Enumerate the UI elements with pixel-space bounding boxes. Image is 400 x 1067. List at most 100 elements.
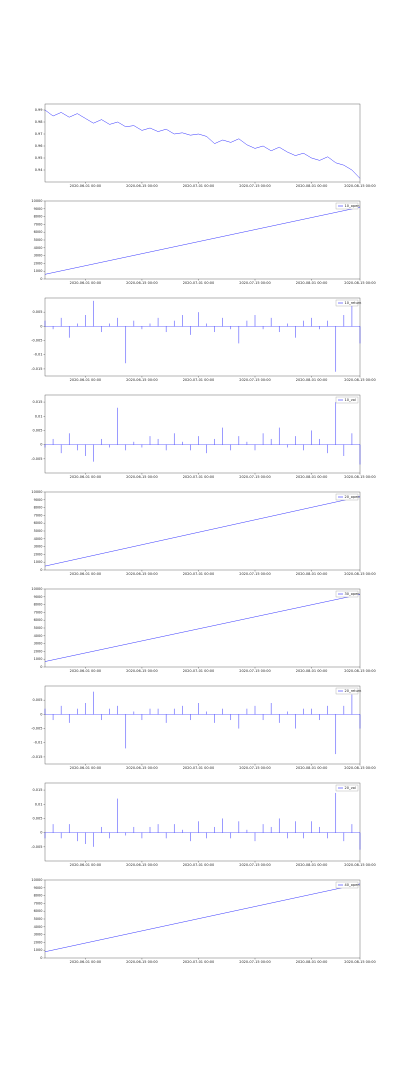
line — [44, 207, 361, 275]
y-tick-label: 1000 — [34, 269, 43, 273]
x-tick-label: 2020-06-15 00:00 — [126, 281, 158, 285]
y-tick-label: 0.98 — [35, 120, 43, 124]
x-tick-label: 2020-08-15 00:00 — [344, 863, 376, 867]
y-tick-label: 3000 — [34, 642, 43, 646]
x-tick-label: 2020-08-01 00:00 — [296, 572, 328, 576]
x-tick-label: 2020-07-15 00:00 — [239, 281, 271, 285]
y-tick-label: 1000 — [34, 560, 43, 564]
legend-label: 20_return — [345, 689, 362, 693]
y-tick-label: 6000 — [34, 521, 43, 525]
x-tick-label: 2020-08-15 00:00 — [344, 572, 376, 576]
y-tick-label: 0 — [40, 324, 42, 328]
x-tick-label: 2020-08-01 00:00 — [296, 281, 328, 285]
x-tick-label: 2020-07-01 00:00 — [183, 669, 215, 673]
plot-frame — [44, 297, 361, 377]
y-tick-label: 3000 — [34, 933, 43, 937]
line — [44, 594, 361, 662]
x-tick-label: 2020-08-01 00:00 — [296, 184, 328, 188]
x-tick-label: 2020-07-15 00:00 — [239, 184, 271, 188]
plot-frame — [44, 879, 361, 959]
plot-frame — [44, 394, 361, 474]
legend-label: 20_open — [345, 495, 360, 499]
plot-frame — [44, 200, 361, 280]
y-tick-label: 9000 — [34, 498, 43, 502]
x-tick-label: 2020-06-01 00:00 — [70, 863, 102, 867]
x-tick-label: 2020-06-01 00:00 — [70, 960, 102, 964]
y-tick-label: -0.01 — [33, 741, 42, 745]
y-tick-label: 0.005 — [32, 310, 42, 314]
y-tick-label: 5000 — [34, 238, 43, 242]
line — [44, 109, 361, 179]
legend-label: 20_vol — [345, 786, 356, 790]
y-tick-label: 9000 — [34, 886, 43, 890]
x-tick-label: 2020-08-01 00:00 — [296, 863, 328, 867]
y-tick-label: 0.005 — [32, 698, 42, 702]
x-tick-label: 2020-06-01 00:00 — [70, 766, 102, 770]
legend-label: 10_vol — [345, 398, 356, 402]
y-tick-label: 0 — [40, 568, 42, 572]
x-tick-label: 2020-08-01 00:00 — [296, 669, 328, 673]
chart: -0.005 0 0.005 0.01 0.015 2020-06-01 00:00 202… — [31, 394, 376, 479]
y-tick-label: 10000 — [31, 490, 42, 494]
y-tick-label: -0.015 — [31, 755, 42, 759]
x-tick-label: 2020-06-15 00:00 — [126, 475, 158, 479]
y-tick-label: 10000 — [31, 199, 42, 203]
y-tick-label: 1000 — [34, 948, 43, 952]
x-tick-label: 2020-07-01 00:00 — [183, 960, 215, 964]
x-tick-label: 2020-06-15 00:00 — [126, 863, 158, 867]
x-tick-label: 2020-07-01 00:00 — [183, 572, 215, 576]
y-tick-label: -0.015 — [31, 367, 42, 371]
y-tick-label: 6000 — [34, 909, 43, 913]
x-tick-label: 2020-06-15 00:00 — [126, 184, 158, 188]
y-tick-label: 10000 — [31, 587, 42, 591]
y-tick-label: 0 — [40, 443, 42, 447]
y-tick-label: 6000 — [34, 618, 43, 622]
x-tick-label: 2020-08-01 00:00 — [296, 475, 328, 479]
legend-label: 10_open — [345, 204, 360, 208]
y-tick-label: 8000 — [34, 894, 43, 898]
legend-box — [335, 687, 359, 695]
y-tick-label: 0.015 — [32, 400, 42, 404]
x-tick-label: 2020-07-15 00:00 — [239, 960, 271, 964]
x-tick-label: 2020-07-15 00:00 — [239, 378, 271, 382]
y-tick-label: 4000 — [34, 246, 43, 250]
plot-frame — [44, 103, 361, 183]
plot-frame — [44, 685, 361, 765]
legend-label: 40_open — [345, 883, 360, 887]
chart-stack: 0.94 0.95 0.96 0.97 0.98 0.99 2020-06-01 00:00… — [0, 98, 400, 971]
x-tick-label: 2020-07-01 00:00 — [183, 863, 215, 867]
x-tick-label: 2020-07-15 00:00 — [239, 475, 271, 479]
y-tick-label: 9000 — [34, 595, 43, 599]
y-tick-label: 0 — [40, 956, 42, 960]
legend-box — [335, 299, 359, 307]
y-tick-label: 4000 — [34, 537, 43, 541]
x-tick-label: 2020-07-01 00:00 — [183, 281, 215, 285]
legend-box — [335, 881, 359, 889]
plot-frame — [44, 782, 361, 862]
y-tick-label: 7000 — [34, 513, 43, 517]
y-tick-label: 0.01 — [35, 414, 43, 418]
y-tick-label: 0.005 — [32, 428, 42, 432]
y-tick-label: 5000 — [34, 626, 43, 630]
x-tick-label: 2020-08-15 00:00 — [344, 281, 376, 285]
y-tick-label: 4000 — [34, 925, 43, 929]
x-tick-label: 2020-08-15 00:00 — [344, 475, 376, 479]
x-tick-label: 2020-06-15 00:00 — [126, 766, 158, 770]
chart: 0 1000 2000 3000 4000 5000 6000 7000 8000 9000 100… — [31, 490, 376, 576]
y-tick-label: 5000 — [34, 529, 43, 533]
x-tick-label: 2020-08-01 00:00 — [296, 766, 328, 770]
x-tick-label: 2020-07-01 00:00 — [183, 766, 215, 770]
y-tick-label: 3000 — [34, 545, 43, 549]
y-tick-label: 1000 — [34, 657, 43, 661]
y-tick-label: 8000 — [34, 603, 43, 607]
x-tick-label: 2020-06-15 00:00 — [126, 378, 158, 382]
legend-box — [335, 784, 359, 792]
x-tick-label: 2020-08-01 00:00 — [296, 960, 328, 964]
y-tick-label: 7000 — [34, 610, 43, 614]
chart: 0.94 0.95 0.96 0.97 0.98 0.99 2020-06-01 00:00… — [35, 103, 376, 188]
x-tick-label: 2020-06-15 00:00 — [126, 960, 158, 964]
x-tick-label: 2020-07-01 00:00 — [183, 378, 215, 382]
y-tick-label: 0.015 — [32, 788, 42, 792]
x-tick-label: 2020-08-15 00:00 — [344, 184, 376, 188]
